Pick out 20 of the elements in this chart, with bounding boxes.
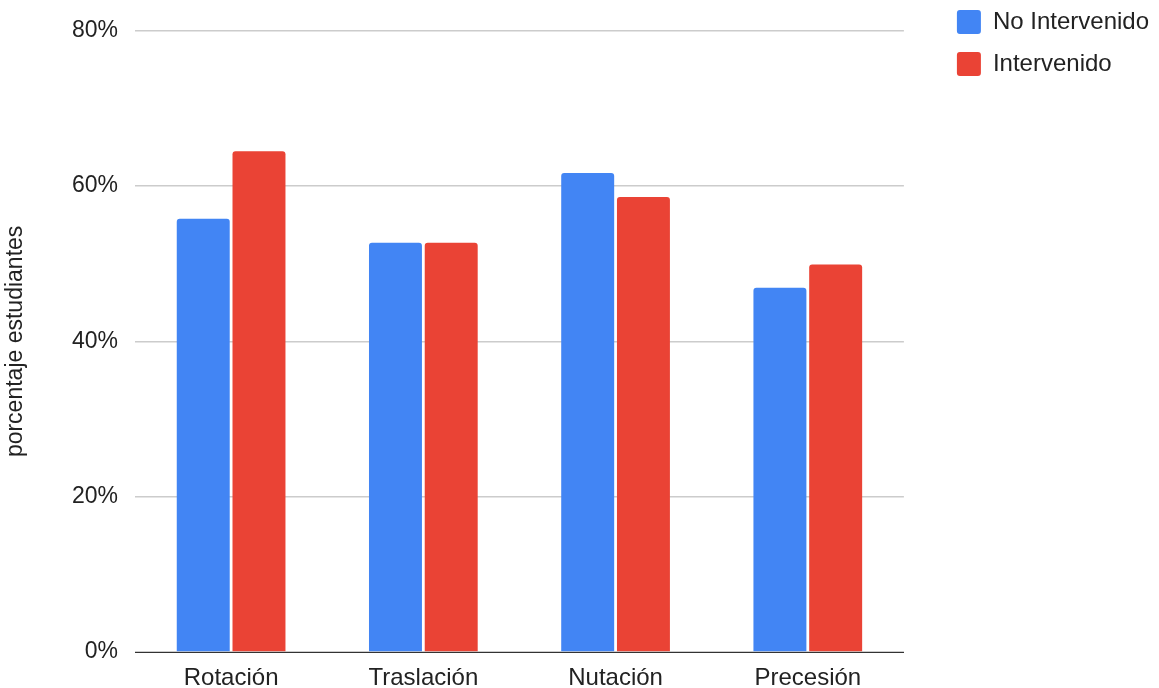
bar — [753, 287, 807, 652]
legend-label: No Intervenido — [992, 6, 1149, 34]
bar — [232, 151, 286, 652]
bar — [368, 242, 422, 652]
y-axis-title: porcentaje estudiantes — [1, 225, 28, 458]
x-tick-label: Rotación — [183, 663, 279, 688]
y-tick-label: 40% — [71, 326, 118, 353]
bar — [809, 264, 863, 652]
x-tick-label: Nutación — [568, 663, 663, 688]
y-tick-label: 0% — [84, 637, 118, 664]
bar — [561, 172, 615, 652]
y-tick-label: 60% — [71, 171, 118, 198]
x-tick-label: Precesión — [754, 663, 862, 688]
bar — [616, 196, 670, 652]
legend-label: Intervenido — [992, 48, 1112, 76]
x-tick-label: Traslación — [368, 663, 479, 688]
bar — [176, 218, 230, 652]
y-tick-label: 80% — [71, 16, 118, 43]
y-tick-label: 20% — [71, 482, 118, 509]
bar — [424, 242, 478, 652]
